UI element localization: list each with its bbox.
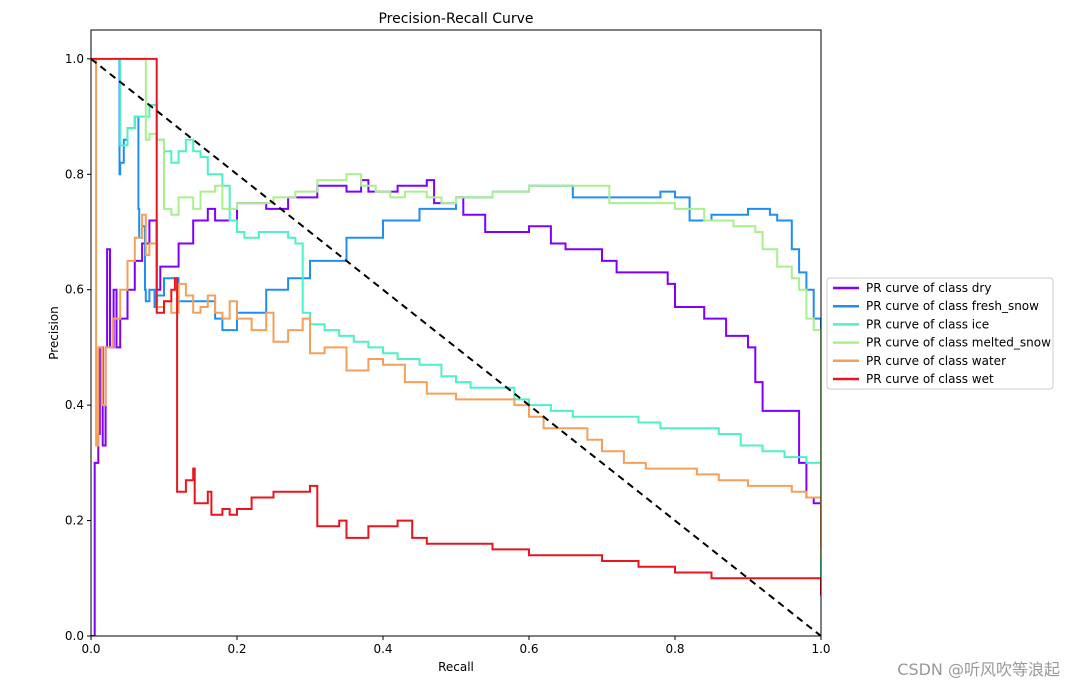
y-tick-label: 0.6 [65, 283, 84, 297]
y-axis: 0.0 0.2 0.4 0.6 0.8 1.0 [65, 52, 91, 643]
x-tick-label: 0.4 [373, 642, 392, 656]
legend-label: PR curve of class dry [866, 281, 991, 295]
series-line-melted-snow [142, 57, 821, 561]
legend-label: PR curve of class water [866, 354, 1006, 368]
series-line-dry [91, 179, 821, 636]
y-tick-label: 0.4 [65, 398, 84, 412]
y-axis-title: Precision [47, 306, 61, 360]
legend-label: PR curve of class fresh_snow [866, 299, 1039, 313]
y-tick-label: 0.8 [65, 167, 84, 181]
legend-label: PR curve of class melted_snow [866, 336, 1051, 350]
legend-label: PR curve of class wet [866, 372, 994, 386]
series-line-water [94, 57, 821, 550]
watermark-text: CSDN @听风吹等浪起 [897, 660, 1060, 679]
legend-box [826, 277, 1054, 390]
x-axis-title: Recall [438, 660, 474, 674]
x-tick-label: 0.0 [81, 642, 100, 656]
plot-area [91, 57, 821, 636]
series-line-wet [91, 57, 821, 596]
x-tick-label: 0.2 [227, 642, 246, 656]
series-line-ice [118, 57, 821, 579]
y-tick-label: 1.0 [65, 52, 84, 66]
x-tick-label: 0.6 [519, 642, 538, 656]
x-tick-label: 1.0 [811, 642, 830, 656]
x-tick-label: 0.8 [665, 642, 684, 656]
chart-title: Precision-Recall Curve [378, 11, 533, 27]
legend: PR curve of class dry PR curve of class f… [826, 277, 1054, 390]
y-tick-label: 0.0 [65, 629, 84, 643]
x-axis: 0.0 0.2 0.4 0.6 0.8 1.0 [81, 636, 831, 656]
legend-label: PR curve of class ice [866, 317, 989, 331]
axes-frame [90, 29, 822, 637]
y-tick-label: 0.2 [65, 514, 84, 528]
